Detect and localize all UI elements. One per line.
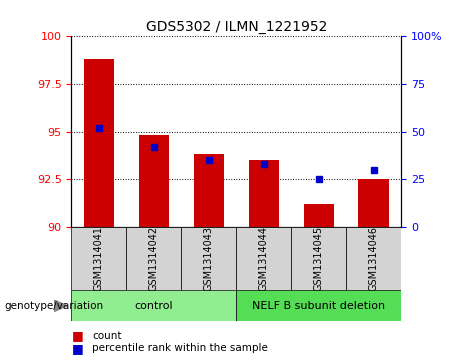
Bar [71, 227, 126, 290]
Bar [248, 160, 279, 227]
Bar [126, 227, 181, 290]
Bar [194, 154, 224, 227]
Text: genotype/variation: genotype/variation [5, 301, 104, 311]
Text: NELF B subunit deletion: NELF B subunit deletion [252, 301, 385, 311]
Bar [359, 179, 389, 227]
Bar [139, 135, 169, 227]
Text: GSM1314042: GSM1314042 [149, 226, 159, 291]
Bar [71, 290, 236, 321]
Text: control: control [135, 301, 173, 311]
Text: ■: ■ [71, 342, 83, 355]
Bar [346, 227, 401, 290]
Title: GDS5302 / ILMN_1221952: GDS5302 / ILMN_1221952 [146, 20, 327, 34]
Bar [303, 204, 334, 227]
Text: GSM1314045: GSM1314045 [313, 226, 324, 291]
Bar [84, 59, 114, 227]
Polygon shape [54, 300, 67, 311]
Text: GSM1314041: GSM1314041 [94, 226, 104, 291]
Text: GSM1314043: GSM1314043 [204, 226, 214, 291]
Bar [181, 227, 236, 290]
Text: ■: ■ [71, 329, 83, 342]
Text: GSM1314044: GSM1314044 [259, 226, 269, 291]
Text: GSM1314046: GSM1314046 [369, 226, 378, 291]
Bar [291, 227, 346, 290]
Bar [236, 227, 291, 290]
Bar [236, 290, 401, 321]
Text: count: count [92, 331, 122, 341]
Text: percentile rank within the sample: percentile rank within the sample [92, 343, 268, 354]
